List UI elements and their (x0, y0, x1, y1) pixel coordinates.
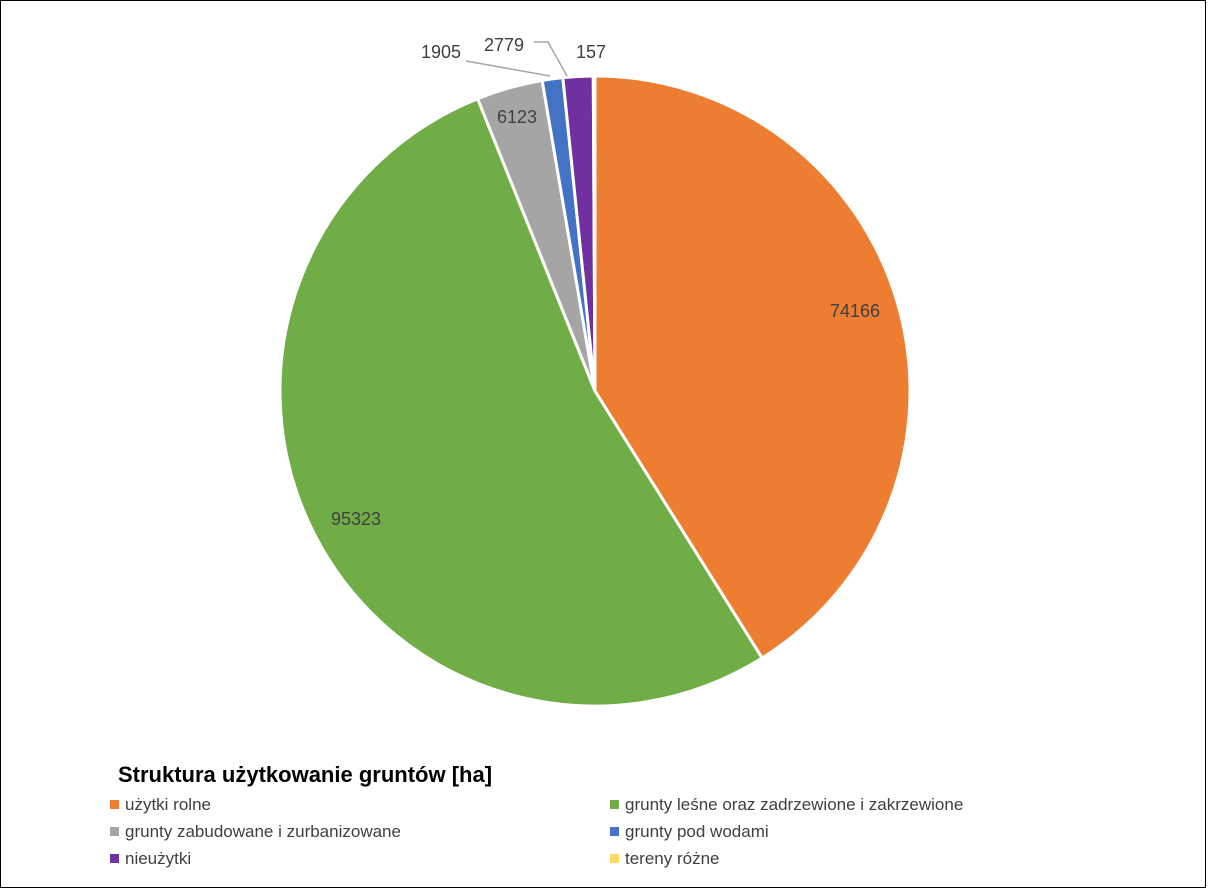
chart-title: Struktura użytkowanie gruntów [ha] (118, 762, 493, 787)
leader-line (465, 60, 551, 77)
legend-label: nieużytki (125, 849, 192, 868)
data-label: 95323 (331, 509, 381, 529)
legend-swatch (110, 854, 119, 863)
legend-label: tereny różne (625, 849, 720, 868)
data-label: 157 (576, 42, 606, 62)
legend-swatch (610, 854, 619, 863)
legend-swatch (610, 800, 619, 809)
data-label: 6123 (497, 107, 537, 127)
data-label: 1905 (421, 42, 461, 62)
data-label: 2779 (484, 35, 524, 55)
pie-slice (593, 74, 912, 661)
leader-line (534, 41, 568, 77)
pie-slice (591, 74, 597, 392)
data-label: 74166 (830, 301, 880, 321)
legend-swatch (110, 800, 119, 809)
legend-swatch (610, 827, 619, 836)
legend-item-grunty-zabudowane: grunty zabudowane i zurbanizowane (110, 822, 401, 842)
legend-item-grunty-pod-wodami: grunty pod wodami (610, 822, 769, 842)
legend-label: grunty leśne oraz zadrzewione i zakrzewi… (625, 795, 964, 814)
legend-swatch (110, 827, 119, 836)
legend-label: grunty zabudowane i zurbanizowane (125, 822, 401, 841)
legend-item-nieuzytki: nieużytki (110, 849, 191, 869)
pie-slice (278, 96, 765, 708)
legend-item-tereny-rozne: tereny różne (610, 849, 720, 869)
legend-label: użytki rolne (125, 795, 211, 814)
legend-label: grunty pod wodami (625, 822, 769, 841)
legend-item-uzytki-rolne: użytki rolne (110, 795, 211, 815)
legend-item-grunty-lesne: grunty leśne oraz zadrzewione i zakrzewi… (610, 795, 963, 815)
